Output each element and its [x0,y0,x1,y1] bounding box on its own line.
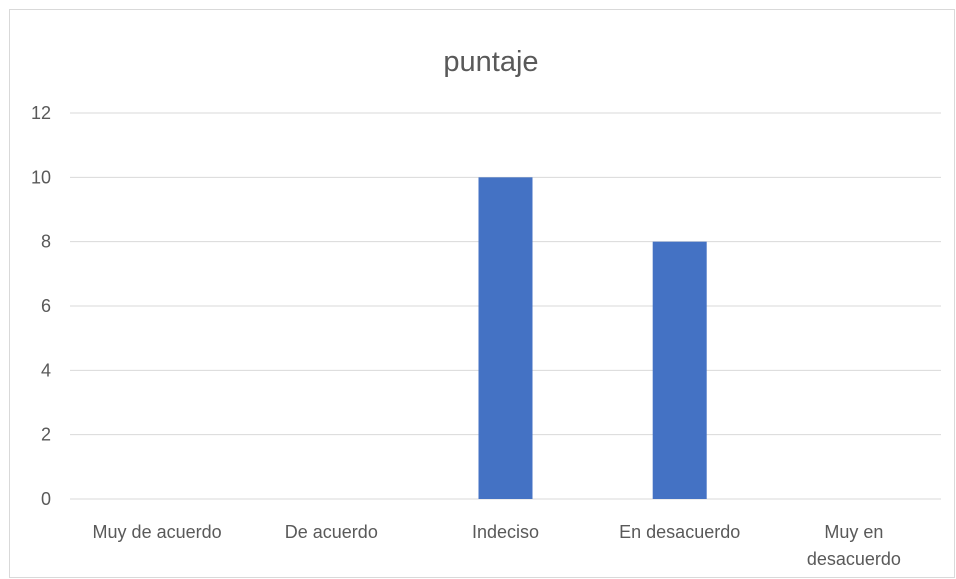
x-tick-label-line: Muy de acuerdo [93,522,222,542]
x-axis-tick-labels: Muy de acuerdo De acuerdo Indeciso En desac… [93,522,901,569]
y-tick-label: 12 [31,103,51,123]
x-tick-label-line: desacuerdo [807,549,901,569]
y-tick-label: 4 [41,360,51,380]
x-tick-label-line: De acuerdo [285,522,378,542]
y-tick-label: 6 [41,296,51,316]
x-tick-label: Muy de acuerdo [93,522,222,542]
y-axis-tick-labels: 0 2 4 6 8 10 12 [31,103,51,509]
bar-chart: puntaje 0 2 4 6 8 10 12 Muy de acuerdo De acuer… [31,46,941,569]
y-tick-label: 2 [41,425,51,445]
bar [478,177,533,500]
bars [478,177,707,500]
y-tick-label: 10 [31,167,51,187]
x-tick-label-line: En desacuerdo [619,522,740,542]
x-tick-label: En desacuerdo [619,522,740,542]
x-tick-label-line: Muy en [824,522,883,542]
x-tick-label: Muy en desacuerdo [807,522,901,569]
x-tick-label: Indeciso [472,522,539,542]
y-tick-label: 0 [41,489,51,509]
x-tick-label: De acuerdo [285,522,378,542]
x-tick-label-line: Indeciso [472,522,539,542]
chart-frame: puntaje 0 2 4 6 8 10 12 Muy de acuerdo De acuer… [9,9,955,578]
chart-title: puntaje [443,46,538,78]
bar [652,241,707,499]
y-tick-label: 8 [41,232,51,252]
